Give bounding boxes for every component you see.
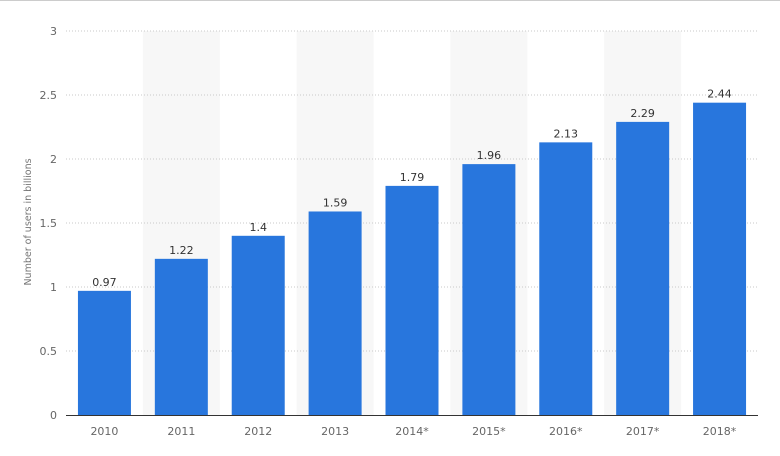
data-label: 0.97 [92, 276, 117, 289]
x-tick-label: 2017* [626, 425, 660, 438]
data-label: 1.79 [400, 171, 425, 184]
y-axis-title: Number of users in billions [23, 158, 34, 285]
y-tick-label: 2 [50, 153, 57, 166]
y-tick-label: 1.5 [40, 217, 58, 230]
data-label: 2.13 [554, 127, 579, 140]
x-tick-label: 2013 [321, 425, 349, 438]
data-labels: 0.97 1.22 1.4 1.59 1.79 1.96 2.13 2.29 2.44 [92, 88, 732, 289]
bar[interactable] [616, 121, 670, 415]
x-tick-label: 2011 [167, 425, 195, 438]
data-label: 1.59 [323, 196, 348, 209]
data-label: 1.96 [477, 149, 502, 162]
bar[interactable] [693, 102, 747, 416]
bar[interactable] [539, 142, 593, 416]
data-label: 1.22 [169, 244, 194, 257]
y-tick-label: 0.5 [40, 345, 58, 358]
y-tick-label: 1 [50, 281, 57, 294]
y-tick-label: 0 [50, 409, 57, 422]
x-tick-label: 2016* [549, 425, 583, 438]
x-tick-label: 2018* [703, 425, 737, 438]
data-label: 2.44 [707, 88, 732, 101]
x-tick-label: 2012 [244, 425, 272, 438]
bar[interactable] [462, 164, 516, 415]
data-label: 1.4 [249, 221, 267, 234]
y-axis-ticks: 0 0.5 1 1.5 2 2.5 3 [40, 25, 58, 422]
top-rule [0, 0, 780, 1]
x-tick-label: 2010 [90, 425, 118, 438]
x-tick-label: 2014* [395, 425, 429, 438]
data-label: 2.29 [630, 107, 655, 120]
bar[interactable] [308, 211, 362, 415]
bar[interactable] [77, 290, 131, 415]
x-tick-label: 2015* [472, 425, 506, 438]
y-tick-label: 3 [50, 25, 57, 38]
bar[interactable] [231, 235, 285, 415]
bar[interactable] [385, 185, 439, 415]
y-tick-label: 2.5 [40, 89, 58, 102]
bar[interactable] [154, 258, 208, 415]
bars [77, 102, 747, 416]
x-axis-ticks: 2010 2011 2012 2013 2014* 2015* 2016* 2017* 2018… [90, 425, 736, 438]
